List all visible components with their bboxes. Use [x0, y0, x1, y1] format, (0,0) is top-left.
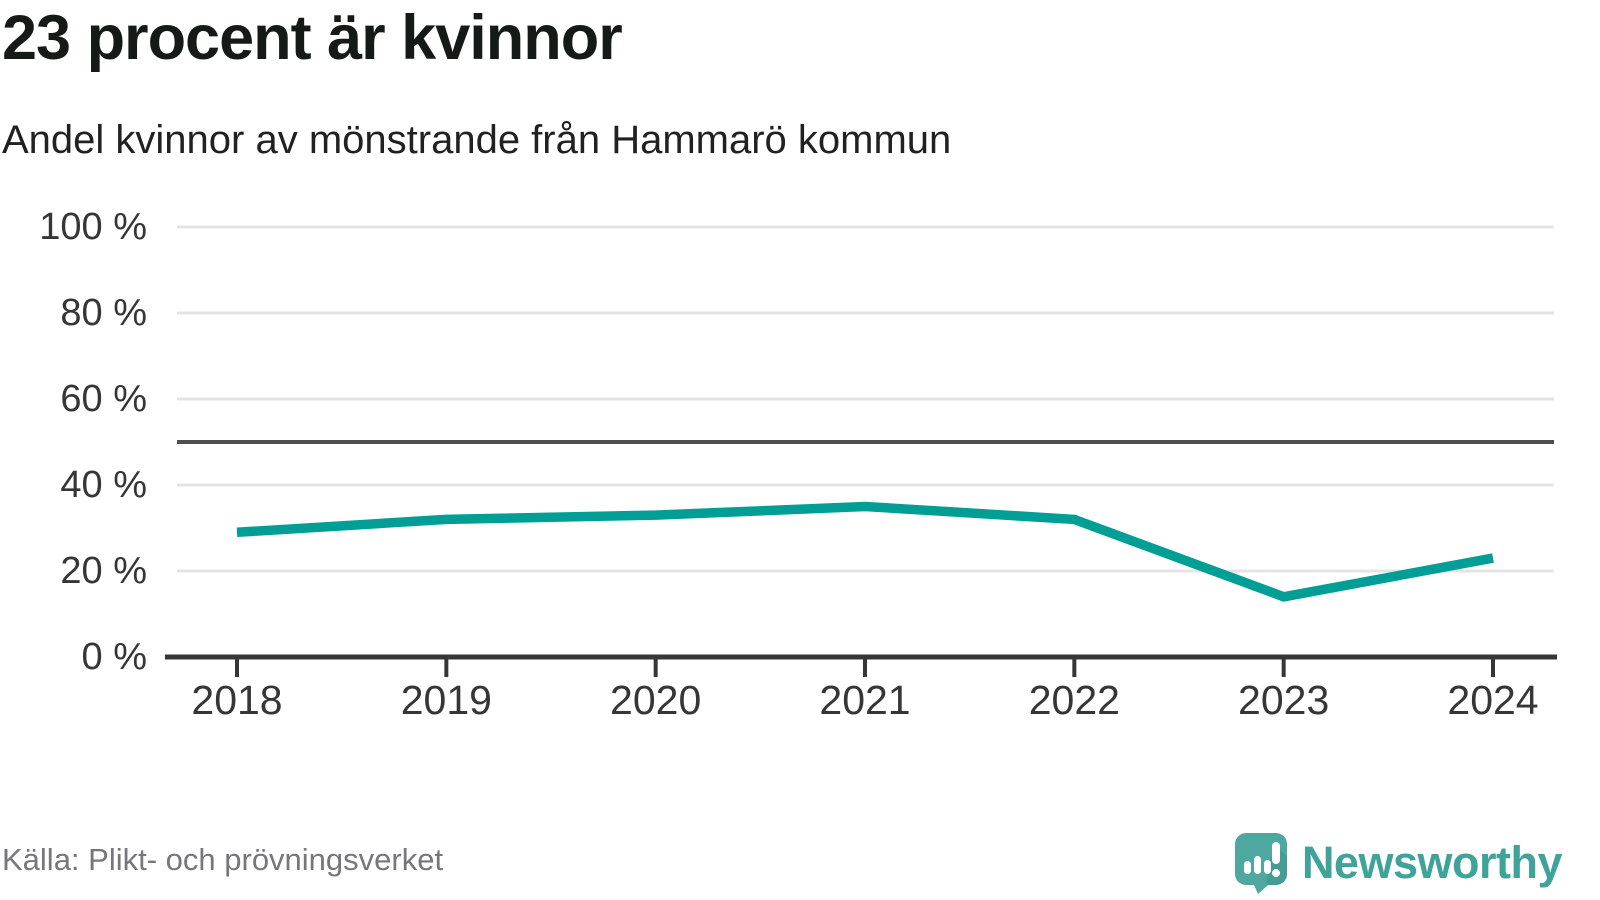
- x-axis-label: 2023: [1238, 677, 1329, 723]
- brand-footer: Newsworthy: [1234, 832, 1563, 894]
- brand-name: Newsworthy: [1301, 837, 1563, 888]
- data-line: [236, 501, 1494, 602]
- page-subtitle: Andel kvinnor av mönstrande från Hammarö…: [2, 118, 952, 162]
- page-title: 23 procent är kvinnor: [2, 3, 623, 73]
- y-axis-label: 100 %: [39, 206, 147, 248]
- x-axis-label: 2018: [191, 677, 282, 723]
- y-axis-label: 60 %: [60, 378, 147, 420]
- x-axis-label: 2020: [610, 677, 701, 723]
- x-axis-label: 2021: [819, 677, 910, 723]
- newsworthy-logo-icon: [1234, 833, 1287, 894]
- y-axis-label: 40 %: [60, 464, 147, 506]
- x-axis-label: 2019: [401, 677, 492, 723]
- y-axis-label: 20 %: [60, 550, 147, 592]
- y-axis-label: 80 %: [60, 292, 147, 334]
- y-axis-label: 0 %: [82, 636, 147, 678]
- source-note: Källa: Plikt- och prövningsverket: [2, 842, 444, 877]
- x-axis-label: 2024: [1447, 677, 1538, 723]
- x-axis-label: 2022: [1029, 677, 1120, 723]
